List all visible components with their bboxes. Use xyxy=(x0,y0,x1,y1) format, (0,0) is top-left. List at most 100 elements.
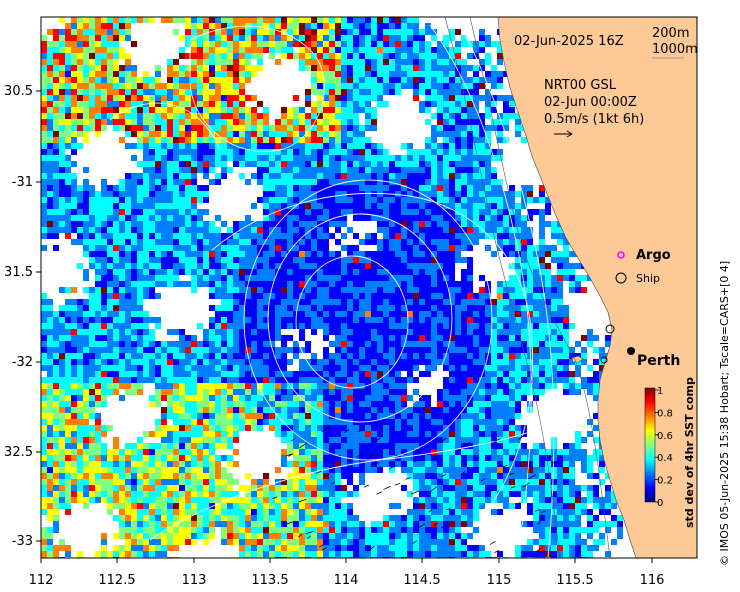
sst-cell xyxy=(227,341,233,347)
sst-cell xyxy=(173,407,179,413)
sst-cell xyxy=(293,221,299,227)
sst-cell xyxy=(113,35,119,41)
sst-cell xyxy=(179,179,185,185)
sst-cell xyxy=(497,53,503,59)
sst-cell xyxy=(329,353,335,359)
sst-cell xyxy=(191,137,197,143)
sst-cell xyxy=(245,95,251,101)
sst-cell xyxy=(497,323,503,329)
sst-cell xyxy=(365,365,371,371)
sst-cell xyxy=(317,101,323,107)
sst-cell xyxy=(257,299,263,305)
sst-cell xyxy=(467,287,473,293)
sst-cell xyxy=(41,155,47,161)
sst-cell xyxy=(95,281,101,287)
sst-cell xyxy=(155,113,161,119)
sst-cell xyxy=(203,101,209,107)
sst-cell xyxy=(491,335,497,341)
sst-cell xyxy=(281,35,287,41)
sst-cell xyxy=(323,245,329,251)
sst-cell xyxy=(245,155,251,161)
sst-cell xyxy=(197,353,203,359)
sst-cell xyxy=(215,269,221,275)
sst-cell xyxy=(449,269,455,275)
sst-cell xyxy=(347,263,353,269)
sst-cell xyxy=(203,131,209,137)
sst-cell xyxy=(149,245,155,251)
sst-cell xyxy=(425,143,431,149)
sst-cell xyxy=(203,431,209,437)
sst-cell xyxy=(293,53,299,59)
sst-cell xyxy=(305,35,311,41)
sst-cell xyxy=(203,185,209,191)
sst-cell xyxy=(281,131,287,137)
sst-cell xyxy=(485,35,491,41)
sst-cell xyxy=(407,353,413,359)
sst-cell xyxy=(557,275,563,281)
sst-cell xyxy=(71,419,77,425)
sst-cell xyxy=(503,221,509,227)
sst-cell xyxy=(47,221,53,227)
sst-cell xyxy=(437,125,443,131)
sst-cell xyxy=(479,161,485,167)
sst-cell xyxy=(161,425,167,431)
sst-cell xyxy=(353,23,359,29)
sst-cell xyxy=(377,359,383,365)
sst-cell xyxy=(209,317,215,323)
sst-cell xyxy=(299,227,305,233)
sst-cell xyxy=(83,203,89,209)
sst-cell xyxy=(125,77,131,83)
sst-cell xyxy=(155,269,161,275)
sst-cell xyxy=(53,29,59,35)
sst-cell xyxy=(221,305,227,311)
sst-cell xyxy=(227,77,233,83)
sst-cell xyxy=(233,377,239,383)
sst-cell xyxy=(299,371,305,377)
sst-cell xyxy=(335,95,341,101)
sst-cell xyxy=(515,131,521,137)
sst-cell xyxy=(449,341,455,347)
sst-cell xyxy=(407,179,413,185)
sst-cell xyxy=(281,239,287,245)
sst-cell xyxy=(311,137,317,143)
sst-cell xyxy=(101,359,107,365)
sst-cell xyxy=(65,311,71,317)
sst-cell xyxy=(437,275,443,281)
sst-cell xyxy=(341,209,347,215)
sst-cell xyxy=(89,425,95,431)
sst-cell xyxy=(521,341,527,347)
sst-cell xyxy=(515,395,521,401)
sst-cell xyxy=(533,341,539,347)
sst-cell xyxy=(431,317,437,323)
sst-cell xyxy=(335,179,341,185)
sst-cell xyxy=(113,89,119,95)
sst-cell xyxy=(47,347,53,353)
sst-cell xyxy=(437,317,443,323)
sst-cell xyxy=(71,29,77,35)
sst-cell xyxy=(167,185,173,191)
sst-cell xyxy=(377,95,383,101)
sst-cell xyxy=(257,263,263,269)
sst-cell xyxy=(251,401,257,407)
sst-cell xyxy=(293,269,299,275)
sst-cell xyxy=(503,299,509,305)
sst-cell xyxy=(521,299,527,305)
sst-cell xyxy=(155,77,161,83)
sst-cell xyxy=(119,71,125,77)
sst-cell xyxy=(113,281,119,287)
sst-cell xyxy=(527,305,533,311)
sst-cell xyxy=(383,89,389,95)
sst-cell xyxy=(455,311,461,317)
sst-cell xyxy=(329,263,335,269)
sst-cell xyxy=(269,299,275,305)
sst-cell xyxy=(149,377,155,383)
sst-cell xyxy=(515,365,521,371)
sst-cell xyxy=(257,101,263,107)
sst-cell xyxy=(137,287,143,293)
sst-cell xyxy=(173,143,179,149)
sst-cell xyxy=(107,353,113,359)
sst-cell xyxy=(347,335,353,341)
sst-cell xyxy=(515,383,521,389)
sst-cell xyxy=(371,65,377,71)
sst-cell xyxy=(401,215,407,221)
